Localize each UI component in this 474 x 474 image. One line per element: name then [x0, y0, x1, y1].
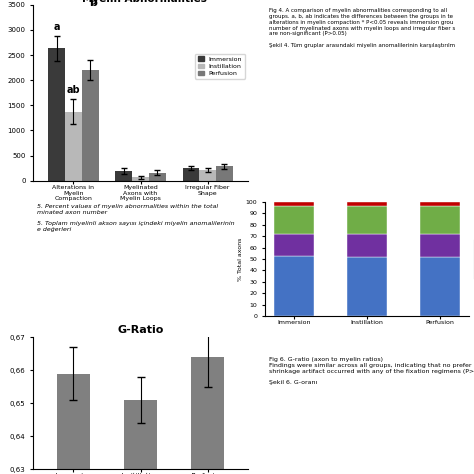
- Bar: [347, 234, 387, 257]
- Text: a: a: [54, 22, 60, 32]
- Text: b: b: [89, 0, 97, 8]
- Bar: [274, 206, 314, 234]
- Text: Fig 6. G-ratio (axon to myelin ratios)
Findings were similar across all groups, : Fig 6. G-ratio (axon to myelin ratios) F…: [269, 357, 474, 385]
- Bar: [191, 357, 225, 474]
- Bar: [420, 202, 460, 206]
- Title: Myelin Abnormalities: Myelin Abnormalities: [82, 0, 207, 4]
- Bar: [420, 257, 460, 316]
- Bar: [274, 234, 314, 255]
- Title: G-Ratio: G-Ratio: [118, 325, 164, 335]
- Text: ab: ab: [67, 85, 80, 95]
- Bar: [48, 48, 65, 181]
- Y-axis label: % Total axons: % Total axons: [237, 237, 243, 281]
- Bar: [420, 206, 460, 234]
- Bar: [274, 255, 314, 316]
- Bar: [199, 170, 216, 181]
- Bar: [347, 202, 387, 206]
- Bar: [216, 166, 233, 181]
- Bar: [149, 173, 166, 181]
- Bar: [182, 168, 199, 181]
- Bar: [65, 112, 82, 181]
- Bar: [274, 202, 314, 206]
- Bar: [124, 400, 157, 474]
- Bar: [115, 171, 132, 181]
- Bar: [132, 177, 149, 181]
- Legend: Immersion, Instillation, Perfusion: Immersion, Instillation, Perfusion: [195, 54, 245, 79]
- Bar: [57, 374, 90, 474]
- Bar: [82, 70, 99, 181]
- Bar: [347, 206, 387, 234]
- Text: 5. Percent values of myelin abnormalities within the total
minated axon number

: 5. Percent values of myelin abnormalitie…: [37, 204, 235, 232]
- Text: Fig 4. A comparison of myelin abnormalities corresponding to all
groups. a, b, a: Fig 4. A comparison of myelin abnormalit…: [269, 8, 455, 48]
- Bar: [347, 257, 387, 316]
- Bar: [420, 234, 460, 257]
